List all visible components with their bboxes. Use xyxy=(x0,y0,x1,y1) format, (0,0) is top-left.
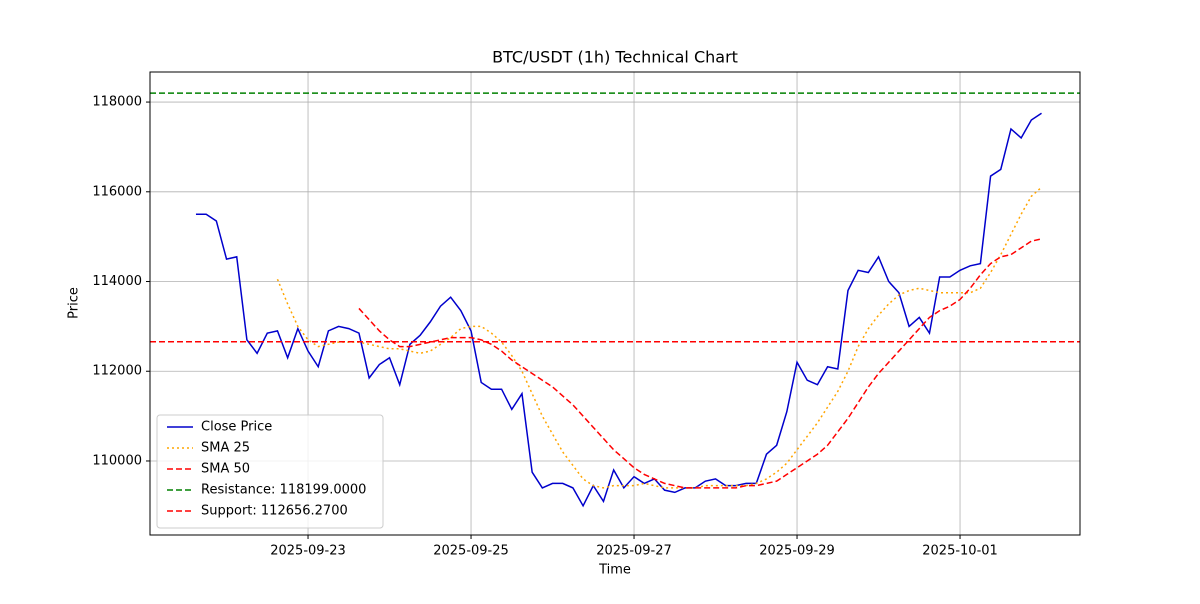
legend-label: SMA 50 xyxy=(201,462,250,477)
series-line xyxy=(358,238,1042,489)
x-tick-label: 2025-09-25 xyxy=(433,544,509,559)
legend-label: Resistance: 118199.0000 xyxy=(201,483,366,498)
legend-label: Support: 112656.2700 xyxy=(201,504,348,519)
y-tick-label: 112000 xyxy=(92,364,142,379)
x-tick-label: 2025-10-01 xyxy=(922,544,998,559)
x-tick-label: 2025-09-27 xyxy=(596,544,672,559)
plot-frame xyxy=(149,71,1081,536)
chart-title: BTC/USDT (1h) Technical Chart xyxy=(492,48,738,67)
legend: Close Price SMA 25 SMA 50 Resistance: 11819… xyxy=(156,414,384,529)
legend-box xyxy=(156,414,384,529)
legend-label: Close Price xyxy=(201,420,272,435)
y-axis-label: Price xyxy=(67,287,82,319)
x-tick-label: 2025-09-29 xyxy=(759,544,835,559)
legend-label: SMA 25 xyxy=(201,441,250,456)
y-tick-label: 114000 xyxy=(92,274,142,289)
x-axis-label: Time xyxy=(598,563,631,578)
y-tick-label: 116000 xyxy=(92,184,142,199)
x-tick-label: 2025-09-23 xyxy=(270,544,346,559)
y-tick-label: 110000 xyxy=(92,453,142,468)
series-line xyxy=(195,112,1042,508)
y-tick-label: 118000 xyxy=(92,95,142,110)
